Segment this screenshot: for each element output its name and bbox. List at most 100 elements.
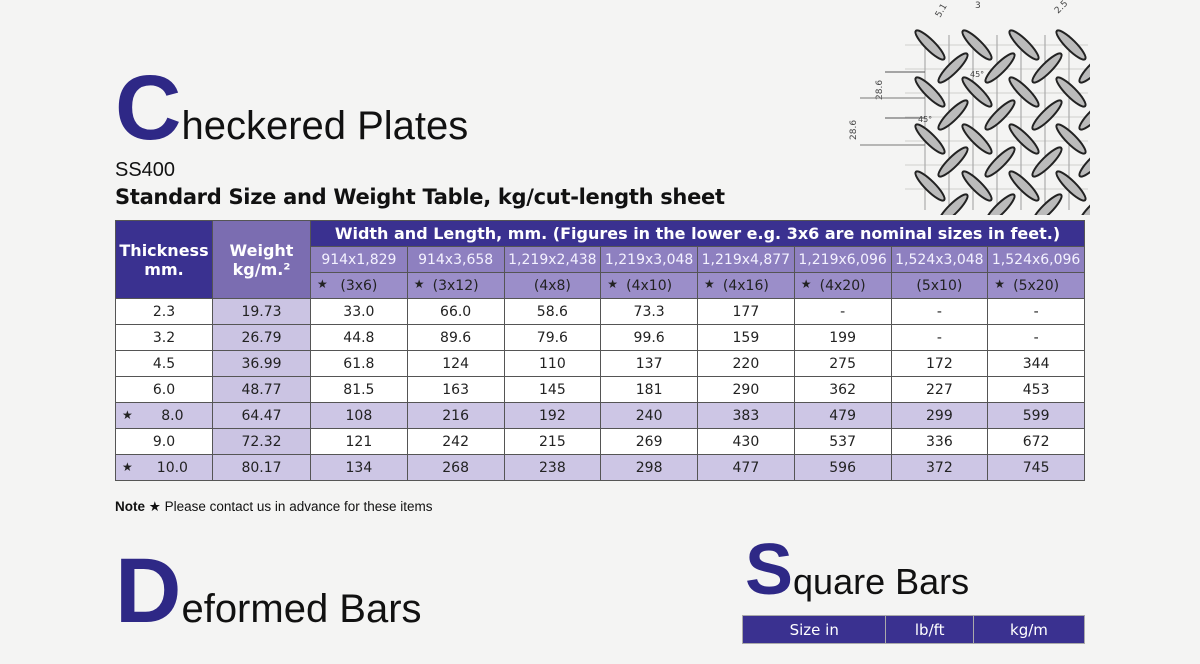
weight-value-cell: 124 (406, 350, 505, 377)
diamond-lug (1055, 29, 1087, 61)
size-mm: 1,219x3,048 (600, 246, 698, 273)
diamond-lug (1031, 99, 1063, 131)
weight-value-cell: 58.6 (503, 298, 602, 325)
size-ft: ★ (4x10) (600, 272, 698, 299)
weight-value-cell: 99.6 (600, 324, 698, 351)
weight-value-cell: - (793, 298, 892, 325)
title-initial: D (115, 540, 182, 642)
diamond-lug (1078, 99, 1090, 131)
title-initial: C (115, 57, 182, 159)
diamond-lug (914, 123, 946, 155)
size-ft: ★ (4x20) (793, 272, 892, 299)
size-mm: 1,219x4,877 (697, 246, 795, 273)
weight-value-cell: 269 (600, 428, 698, 455)
svg-text:5.1: 5.1 (934, 2, 950, 19)
size-mm: 1,524x3,048 (890, 246, 989, 273)
weight-value-cell: 216 (406, 402, 505, 429)
weight-cell: 64.47 (212, 402, 311, 429)
diamond-lug (914, 29, 946, 61)
star-icon: ★ (607, 277, 619, 291)
table-row: 9.0 72.32 121 242 215 269 430 537 336 672 (115, 428, 1085, 455)
size-mm: 914x3,658 (406, 246, 505, 273)
weight-value-cell: 81.5 (310, 376, 408, 403)
deformed-bars-title: Deformed Bars (115, 545, 422, 664)
table-row: ★ 8.0 64.47 108 216 192 240 383 479 299 599 (115, 402, 1085, 429)
weight-value-cell: 298 (600, 454, 698, 481)
weight-value-cell: 159 (697, 324, 795, 351)
weight-value-cell: - (890, 298, 989, 325)
weight-value-cell: 33.0 (310, 298, 408, 325)
diamond-lug (937, 99, 969, 131)
weight-value-cell: 344 (987, 350, 1085, 377)
table-row: 6.0 48.77 81.5 163 145 181 290 362 227 453 (115, 376, 1085, 403)
diamond-lug (1078, 52, 1090, 84)
weight-value-cell: 181 (600, 376, 698, 403)
diamond-lug (1055, 123, 1087, 155)
size-mm: 1,219x6,096 (793, 246, 892, 273)
square-bars-title: Square Bars (745, 534, 969, 626)
note: Note ★ Please contact us in advance for … (115, 499, 433, 515)
weight-value-cell: 745 (987, 454, 1085, 481)
weight-value-cell: 299 (890, 402, 989, 429)
weight-value-cell: 44.8 (310, 324, 408, 351)
weight-cell: 80.17 (212, 454, 311, 481)
diamond-lug (1078, 146, 1090, 178)
diamond-lug (1031, 146, 1063, 178)
weight-value-cell: 240 (600, 402, 698, 429)
diamond-lug (961, 76, 993, 108)
weight-value-cell: 479 (793, 402, 892, 429)
weight-value-cell: 215 (503, 428, 602, 455)
diamond-lug (1008, 76, 1040, 108)
weight-value-cell: 430 (697, 428, 795, 455)
weight-value-cell: 220 (697, 350, 795, 377)
weight-value-cell: - (890, 324, 989, 351)
weight-value-cell: 66.0 (406, 298, 505, 325)
weight-value-cell: - (987, 324, 1085, 351)
weight-cell: 36.99 (212, 350, 311, 377)
grade-label: SS400 (115, 159, 176, 181)
header-weight: Weight kg/m.² (212, 220, 311, 299)
weight-value-cell: 79.6 (503, 324, 602, 351)
diamond-lug (1055, 170, 1087, 202)
diamond-lug (1008, 123, 1040, 155)
table-row: 2.3 19.73 33.0 66.0 58.6 73.3 177- - - (115, 298, 1085, 325)
weight-value-cell: 599 (987, 402, 1085, 429)
note-text: ★ Please contact us in advance for these… (148, 499, 433, 514)
svg-text:45°: 45° (970, 70, 984, 79)
weight-value-cell: 192 (503, 402, 602, 429)
star-icon: ★ (122, 459, 133, 474)
title-initial: S (745, 530, 794, 610)
diamond-lug (1055, 76, 1087, 108)
diamond-lug (984, 99, 1016, 131)
weight-value-cell: 362 (793, 376, 892, 403)
svg-text:28.6: 28.6 (875, 80, 885, 100)
star-icon: ★ (413, 277, 425, 291)
thickness-cell: 2.3 (115, 298, 213, 325)
thickness-cell: 3.2 (115, 324, 213, 351)
weight-value-cell: 672 (987, 428, 1085, 455)
weight-value-cell: 275 (793, 350, 892, 377)
weight-value-cell: 268 (406, 454, 505, 481)
weight-value-cell: 134 (310, 454, 408, 481)
weight-value-cell: 383 (697, 402, 795, 429)
weight-value-cell: 199 (793, 324, 892, 351)
title-rest: heckered Plates (181, 104, 469, 148)
diamond-lug (961, 123, 993, 155)
weight-value-cell: 89.6 (406, 324, 505, 351)
diamond-lug (1008, 170, 1040, 202)
size-ft: (5x10) (890, 272, 989, 299)
table-row: ★ 10.0 80.17 134 268 238 298 477 596 372 745 (115, 454, 1085, 481)
weight-value-cell: 537 (793, 428, 892, 455)
svg-text:28.6: 28.6 (849, 120, 859, 140)
size-ft: ★ (4x16) (697, 272, 795, 299)
weight-value-cell: 238 (503, 454, 602, 481)
weight-value-cell: 596 (793, 454, 892, 481)
svg-text:3: 3 (975, 1, 981, 11)
weight-value-cell: 227 (890, 376, 989, 403)
svg-text:45°: 45° (918, 115, 932, 124)
thickness-cell: 6.0 (115, 376, 213, 403)
star-icon: ★ (800, 277, 812, 291)
diamond-lug (1008, 29, 1040, 61)
diamond-lug (937, 193, 969, 215)
thickness-cell: 4.5 (115, 350, 213, 377)
